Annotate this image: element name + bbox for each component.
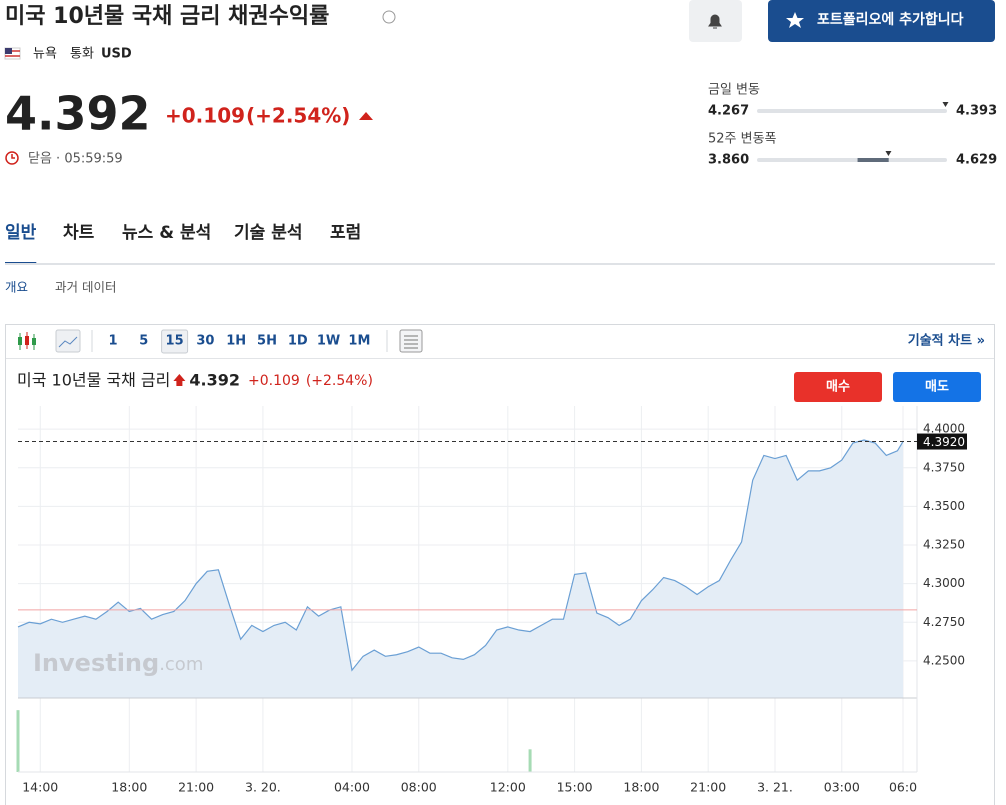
range-low: 3.860 [708, 153, 749, 168]
clock-icon [5, 151, 19, 165]
tab[interactable]: 뉴스 & 분석 [122, 223, 211, 243]
last-price-box [917, 433, 967, 450]
area [18, 439, 903, 698]
currency-label: 통화 [70, 47, 94, 62]
candle-icon[interactable] [18, 332, 36, 350]
tab[interactable]: 차트 [63, 223, 95, 243]
candle-body [32, 338, 36, 345]
interval-active-box [161, 329, 189, 354]
sell-button-label[interactable]: 매도 [925, 380, 949, 395]
chart-title: 미국 10년물 국채 금리 [17, 371, 170, 390]
area-icon[interactable] [55, 329, 81, 353]
portfolio-button-label[interactable]: 포트폴리오에 추가합니다 [817, 11, 964, 28]
us-flag-canton [5, 48, 12, 54]
chart: 미국 10년물 국채 금리 4.392 +0.109 (+2.54%) 매수 매도 4.25… [16, 371, 981, 795]
portfolio-button[interactable] [768, 0, 995, 42]
clock-hand [11, 154, 15, 159]
tab[interactable]: 포럼 [330, 223, 361, 243]
page-title: 미국 10년물 국채 금리 채권수익률 [5, 4, 329, 29]
y-tick-label: 4.3250 [923, 538, 965, 552]
buy-button[interactable] [794, 372, 882, 402]
y-tick-label: 4.3500 [923, 499, 965, 513]
candle-body [18, 337, 22, 345]
table-icon-lines [404, 335, 418, 349]
y-tick-label: 4.2750 [923, 615, 965, 629]
range-marker [885, 151, 892, 156]
tab[interactable]: 기술 분석 [234, 223, 302, 243]
y-tick-label: 4.3750 [923, 460, 965, 474]
x-tick-label: 03:00 [824, 780, 860, 795]
x-tick-label: 18:00 [111, 780, 147, 795]
watermark-suffix: .com [159, 654, 203, 675]
market-status: 닫음 · 05:59:59 [28, 152, 123, 167]
currency: USD [101, 47, 132, 62]
tabs: 일반 차트 뉴스 & 분석 기술 분석 포럼 [5, 223, 361, 265]
area-icon-line [58, 336, 78, 348]
line [17, 439, 904, 672]
intervals: 1 5 15 30 1H 5H 1D 1W 1M [108, 329, 370, 354]
last-price-label: 4.3920 [923, 435, 965, 449]
range-low: 4.267 [708, 104, 749, 119]
tab[interactable]: 일반 [5, 223, 37, 243]
price: 4.392 [5, 87, 151, 141]
range-marker [942, 102, 949, 107]
interval[interactable]: 15 [166, 334, 184, 349]
range-track [757, 109, 947, 113]
interval[interactable]: 1D [288, 334, 308, 349]
chart-price: 4.392 [189, 371, 240, 390]
candle-body [25, 336, 29, 345]
x-tick-label: 21:00 [178, 780, 214, 795]
x-tick-label: 15:00 [557, 780, 593, 795]
ranges: 금일 변동 4.267 4.393 52주 변동폭 3.860 4.629 [708, 83, 997, 168]
y-tick-label: 4.3000 [923, 576, 965, 590]
range-day-segment [857, 158, 889, 162]
interval[interactable]: 1M [348, 334, 370, 349]
x-tick-label: 3. 21. [757, 780, 793, 795]
x-tick-label: 3. 20. [245, 780, 281, 795]
subtabs: 개요 과거 데이터 [5, 280, 116, 295]
interval[interactable]: 5H [257, 334, 277, 349]
x-tick-label: 18:00 [623, 780, 659, 795]
x-tick-label: 08:00 [401, 780, 437, 795]
chart-frame [5, 324, 995, 805]
interval[interactable]: 1 [108, 334, 117, 349]
x-tick-label: 14:00 [22, 780, 58, 795]
x-tick-label: 04:00 [334, 780, 370, 795]
interval[interactable]: 5 [139, 334, 148, 349]
info-icon[interactable] [382, 10, 396, 24]
x-tick-label: 12:00 [490, 780, 526, 795]
interval[interactable]: 30 [196, 334, 214, 349]
buy-button-label[interactable]: 매수 [826, 380, 850, 395]
bell-icon [708, 14, 722, 29]
technical-chart-link[interactable]: 기술적 차트 » [908, 333, 985, 349]
subtab[interactable]: 개요 [5, 280, 28, 295]
range-track [757, 158, 947, 162]
interval[interactable]: 1H [226, 334, 246, 349]
range-label: 52주 변동폭 [708, 132, 777, 147]
price-change: +0.109 [165, 104, 245, 128]
volume-bar [16, 710, 20, 772]
range-label: 금일 변동 [708, 83, 760, 98]
chart-change: +0.109 [248, 373, 300, 389]
interval[interactable]: 1W [317, 334, 340, 349]
x-tick-label: 06:0 [889, 780, 917, 795]
y-tick-label: 4.2500 [923, 653, 965, 667]
chart-change-percent: (+2.54%) [306, 373, 373, 389]
x-tick-label: 21:00 [690, 780, 726, 795]
chart-up-arrow [173, 374, 186, 386]
star-icon [786, 12, 804, 28]
watermark: Investing [33, 649, 159, 677]
table-icon[interactable] [399, 329, 423, 353]
y-tick-label: 4.4000 [923, 422, 965, 436]
up-arrow [359, 112, 373, 120]
range-high: 4.393 [956, 104, 997, 119]
range-high: 4.629 [956, 153, 997, 168]
location: 뉴욕 [33, 47, 57, 62]
volume-bar [528, 749, 532, 772]
price-change-percent: (+2.54%) [246, 104, 350, 128]
subtab[interactable]: 과거 데이터 [55, 280, 116, 295]
sell-button[interactable] [893, 372, 981, 402]
